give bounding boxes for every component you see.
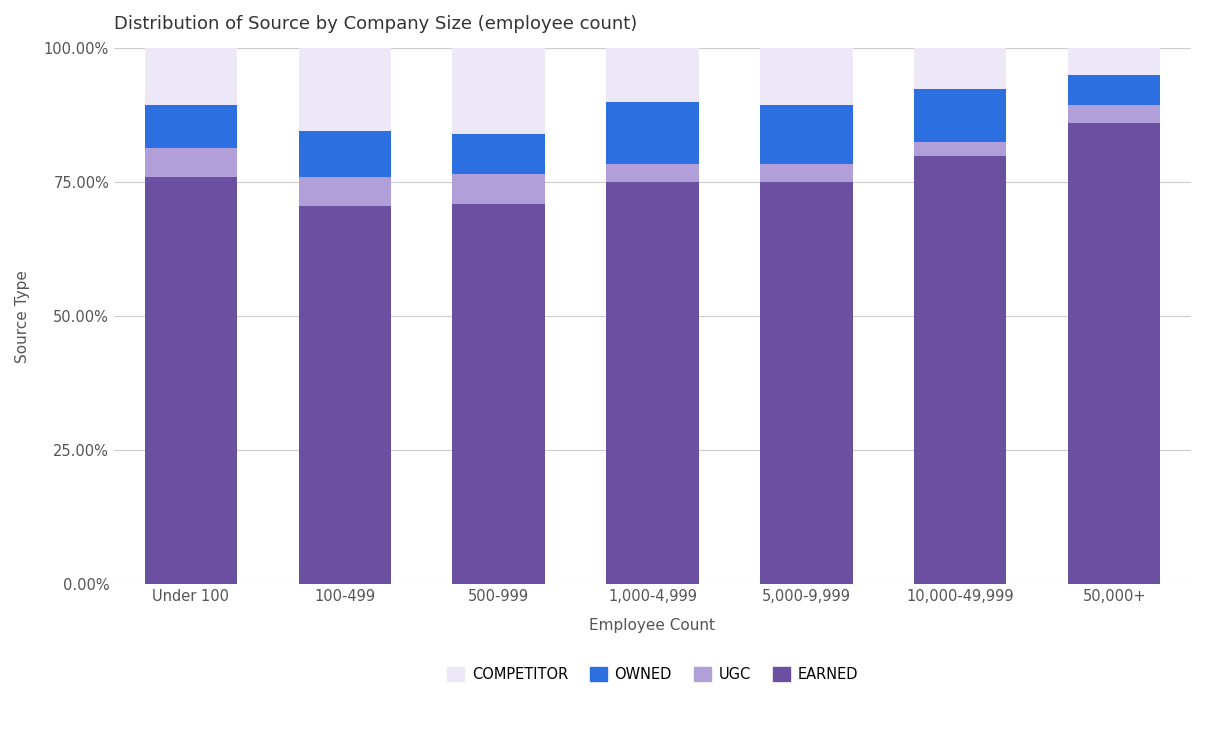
Y-axis label: Source Type: Source Type (14, 270, 30, 363)
Bar (299, 131, 391, 177)
Legend: COMPETITOR, OWNED, UGC, EARNED: COMPETITOR, OWNED, UGC, EARNED (441, 661, 863, 688)
Bar (452, 174, 545, 204)
Bar (299, 48, 391, 131)
Bar (760, 105, 853, 164)
Text: Distribution of Source by Company Size (employee count): Distribution of Source by Company Size (… (115, 15, 637, 33)
Bar (607, 164, 698, 183)
Bar (607, 183, 698, 584)
X-axis label: Employee Count: Employee Count (590, 618, 715, 633)
Bar (760, 164, 853, 183)
Bar (914, 156, 1006, 584)
Bar (145, 48, 238, 105)
Bar (760, 183, 853, 584)
Bar (914, 142, 1006, 156)
Bar (452, 204, 545, 584)
Bar (1069, 105, 1160, 124)
Bar (299, 177, 391, 206)
Bar (299, 206, 391, 584)
Bar (145, 177, 238, 584)
Bar (1069, 75, 1160, 105)
Bar (1069, 124, 1160, 584)
Bar (1069, 48, 1160, 75)
Bar (914, 48, 1006, 89)
Bar (914, 89, 1006, 142)
Bar (145, 105, 238, 148)
Bar (607, 102, 698, 164)
Bar (145, 148, 238, 177)
Bar (452, 48, 545, 134)
Bar (760, 48, 853, 105)
Bar (607, 48, 698, 102)
Bar (452, 134, 545, 174)
